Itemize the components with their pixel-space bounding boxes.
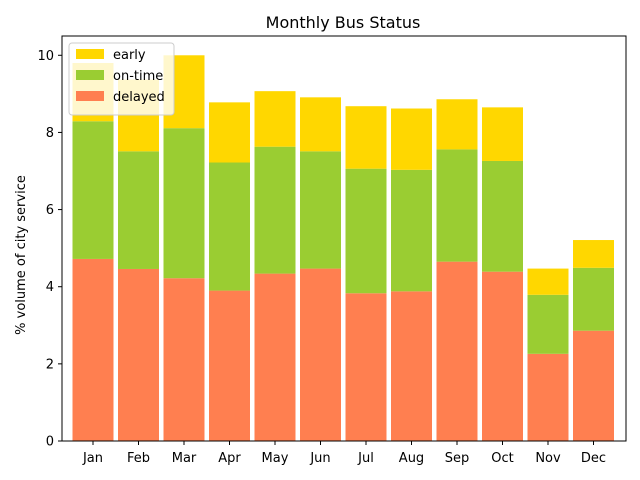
bar-early-dec (573, 240, 614, 268)
bars-layer (72, 55, 614, 441)
bar-delayed-aug (391, 291, 432, 441)
bar-delayed-oct (482, 271, 523, 441)
bar-early-jun (300, 97, 341, 152)
bar-on-time-jul (345, 168, 387, 294)
legend-label-early: early (113, 48, 146, 63)
y-tick-label: 6 (46, 203, 54, 218)
y-tick-label: 4 (46, 280, 54, 295)
y-tick-label: 2 (46, 357, 54, 372)
bar-delayed-jul (345, 293, 387, 441)
x-tick-label: Mar (172, 451, 197, 466)
bar-on-time-sep (436, 149, 478, 262)
x-tick-label: Aug (399, 451, 424, 466)
bar-on-time-apr (209, 162, 250, 291)
chart-title: Monthly Bus Status (266, 13, 421, 32)
y-tick-label: 10 (37, 49, 54, 64)
legend-label-delayed: delayed (113, 90, 165, 105)
bar-early-apr (209, 102, 250, 163)
bar-delayed-mar (163, 278, 205, 441)
bar-on-time-aug (391, 169, 432, 292)
bar-early-oct (482, 107, 523, 161)
bar-on-time-mar (163, 128, 205, 279)
bar-delayed-jan (72, 258, 114, 441)
y-tick-label: 8 (46, 126, 54, 141)
bar-on-time-nov (527, 294, 569, 354)
legend: early on-time delayed (68, 42, 175, 116)
bar-on-time-oct (482, 160, 523, 272)
bar-delayed-jun (300, 268, 341, 441)
axes-layer: Jan Feb Mar Apr May Jun Jul Aug Sep Oct Nov Dec 0 2 4 6… (37, 35, 627, 466)
bar-delayed-sep (436, 261, 478, 441)
y-tick-label: 0 (46, 435, 54, 450)
x-tick-label: Nov (535, 451, 561, 466)
bar-early-jul (345, 106, 387, 169)
x-tick-label: Oct (491, 451, 513, 466)
bar-delayed-apr (209, 290, 250, 441)
legend-label-on-time: on-time (113, 69, 163, 84)
legend-swatch-on-time (76, 70, 104, 80)
x-tick-label: Jun (309, 451, 330, 466)
x-tick-label: May (262, 451, 289, 466)
bar-on-time-dec (573, 267, 614, 331)
legend-swatch-early (76, 49, 104, 59)
x-tick-label: Dec (581, 451, 606, 466)
bar-early-aug (391, 108, 432, 170)
bar-on-time-feb (118, 151, 159, 269)
plot-frame (61, 35, 627, 442)
bar-on-time-may (254, 146, 296, 274)
bar-delayed-nov (527, 353, 569, 441)
y-axis-label: % volume of city service (14, 175, 29, 335)
bar-delayed-may (254, 273, 296, 441)
bar-early-nov (527, 268, 569, 295)
x-tick-label: Sep (445, 451, 470, 466)
x-tick-label: Jul (357, 451, 374, 466)
bar-delayed-feb (118, 268, 159, 441)
legend-swatch-delayed (76, 91, 104, 101)
x-tick-label: Apr (218, 451, 241, 466)
bar-delayed-dec (573, 330, 614, 441)
bar-on-time-jan (72, 121, 114, 259)
bar-early-sep (436, 99, 478, 150)
bar-on-time-jun (300, 151, 341, 269)
bar-early-may (254, 91, 296, 147)
x-tick-label: Jan (82, 451, 103, 466)
x-tick-label: Feb (127, 451, 150, 466)
